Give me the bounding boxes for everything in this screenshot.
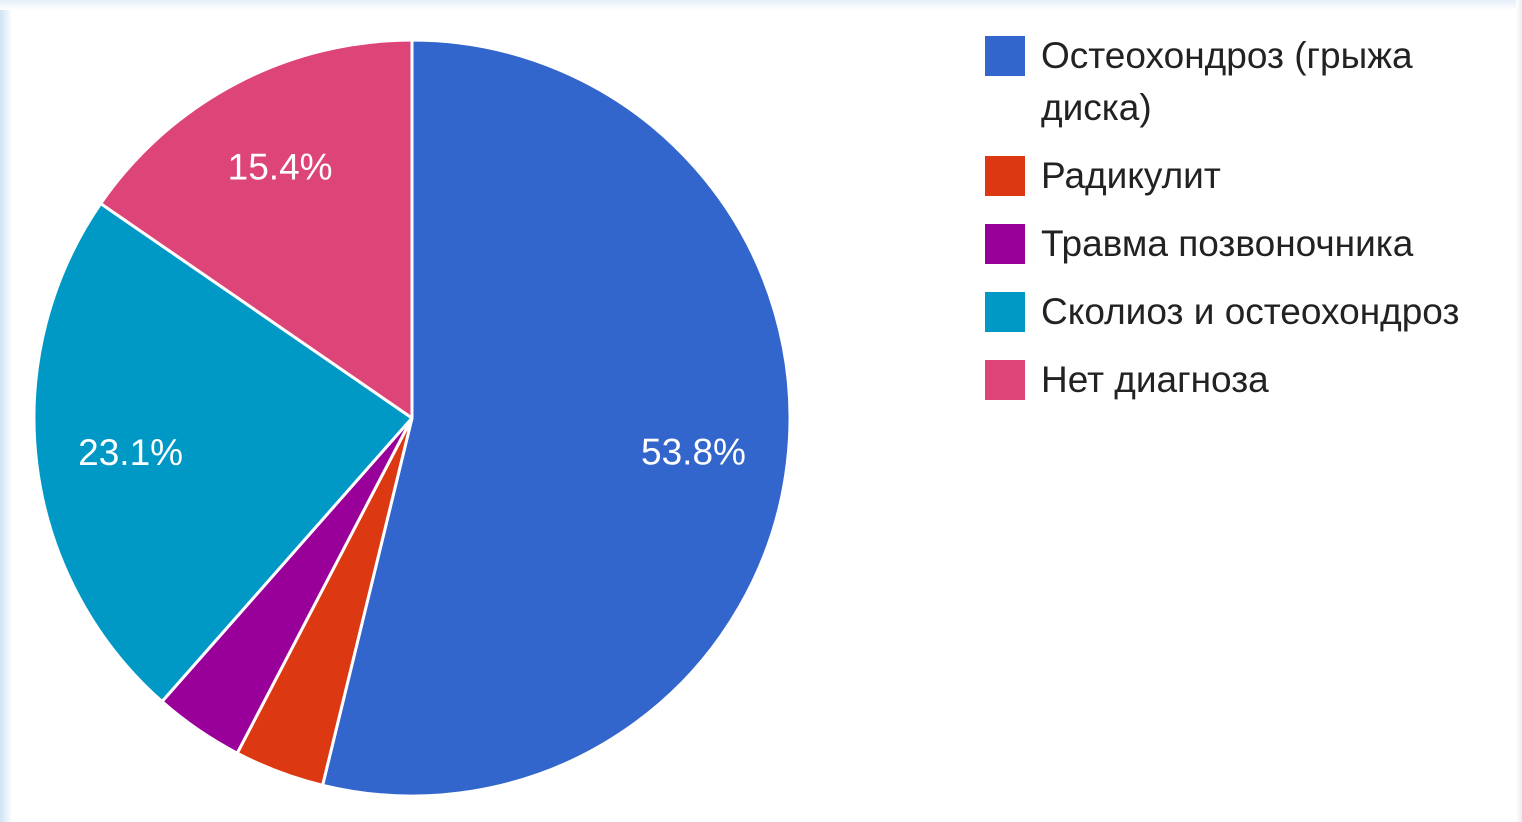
left-edge-decoration (0, 0, 12, 822)
legend-item-3: Травма позвоночника (985, 218, 1515, 270)
legend-item-4: Сколиоз и остеохондроз (985, 286, 1515, 338)
legend-label-3: Травма позвоночника (1041, 223, 1414, 264)
chart-legend: Остеохондроз (грыжа диска) Радикулит Травм… (985, 30, 1515, 422)
pie-slice-5 (99, 38, 414, 420)
top-edge-decoration (0, 0, 1522, 10)
legend-item-2: Радикулит (985, 150, 1515, 202)
legend-label-5: Нет диагноза (1041, 359, 1269, 400)
right-edge-decoration (1516, 0, 1522, 822)
pie-slice-1 (321, 38, 792, 798)
legend-item-1: Остеохондроз (грыжа диска) (985, 30, 1515, 134)
legend-item-5: Нет диагноза (985, 354, 1515, 406)
legend-swatch-5 (985, 360, 1025, 400)
pie-slice-4 (32, 202, 414, 704)
legend-swatch-3 (985, 224, 1025, 264)
legend-swatch-2 (985, 156, 1025, 196)
legend-label-4: Сколиоз и остеохондроз (1041, 291, 1460, 332)
slice-label-4: 23.1% (78, 432, 183, 473)
legend-swatch-1 (985, 36, 1025, 76)
slice-label-1: 53.8% (641, 431, 746, 472)
pie-slice-labels: 53.8% 23.1% 15.4% (78, 147, 746, 474)
legend-swatch-4 (985, 292, 1025, 332)
slice-label-5: 15.4% (228, 147, 333, 188)
pie-slices (32, 38, 792, 798)
legend-label-1: Остеохондроз (грыжа диска) (1041, 35, 1413, 128)
legend-label-2: Радикулит (1041, 155, 1221, 196)
